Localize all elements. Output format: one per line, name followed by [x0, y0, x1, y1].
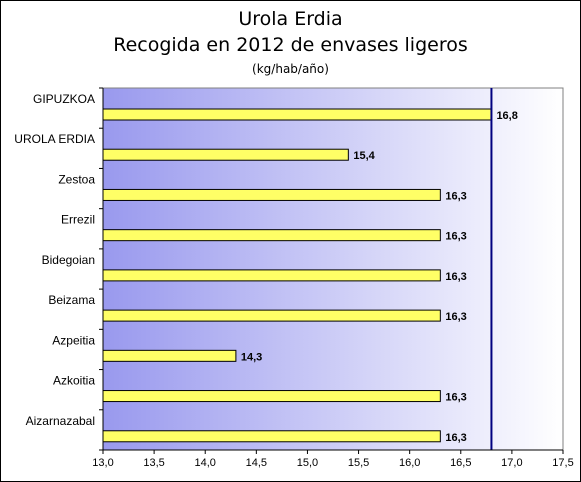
x-tick-label: 17,5	[552, 457, 573, 469]
value-label: 16,8	[496, 110, 517, 122]
category-label: Azpeitia	[52, 333, 95, 347]
chart-subtitle: Recogida en 2012 de envases ligeros	[113, 34, 468, 56]
category-label: Aizarnazabal	[26, 414, 95, 428]
bar	[102, 188, 441, 201]
category-label: Zestoa	[58, 172, 95, 186]
bar	[102, 229, 441, 242]
value-label: 14,3	[241, 351, 262, 363]
unit-label: (kg/hab/año)	[252, 62, 329, 76]
x-tick-label: 14,0	[195, 457, 216, 469]
x-tick-label: 15,0	[297, 457, 318, 469]
chart-title: Urola Erdia	[238, 8, 343, 30]
bar	[102, 309, 441, 322]
value-label: 16,3	[445, 271, 466, 283]
x-tick-label: 16,5	[450, 457, 471, 469]
value-label: 16,3	[445, 190, 466, 202]
category-label: Azkoitia	[53, 374, 95, 388]
x-tick-label: 13,0	[92, 457, 113, 469]
x-tick-label: 13,5	[143, 457, 164, 469]
bar	[102, 390, 441, 403]
value-label: 16,3	[445, 432, 466, 444]
category-axis: GIPUZKOA UROLA ERDIA Zestoa Errezil Bidegoia…	[14, 87, 104, 451]
x-axis: 13,0 13,5 14,0 14,5 15,0 15,5 16,0 16,5 17,0 17,5	[92, 449, 574, 469]
category-label: Beizama	[48, 293, 95, 307]
x-tick-label: 16,0	[399, 457, 420, 469]
value-label: 16,3	[445, 311, 466, 323]
bar	[102, 430, 441, 443]
bar	[102, 108, 492, 121]
x-tick-label: 15,5	[348, 457, 369, 469]
bars-group: 16,8 15,4 16,3 16,3 16,3 16,3 14,3 16,3 16,3	[102, 88, 518, 450]
value-label: 16,3	[445, 392, 466, 404]
bar	[102, 269, 441, 282]
value-label: 15,4	[353, 150, 375, 162]
category-label: Bidegoian	[42, 253, 95, 267]
category-label: Errezil	[61, 213, 95, 227]
bar	[102, 148, 349, 161]
category-label: GIPUZKOA	[33, 92, 95, 106]
value-label: 16,3	[445, 231, 466, 243]
x-tick-label: 17,0	[501, 457, 522, 469]
bar	[102, 349, 237, 362]
category-label: UROLA ERDIA	[14, 132, 95, 146]
x-tick-label: 14,5	[246, 457, 267, 469]
